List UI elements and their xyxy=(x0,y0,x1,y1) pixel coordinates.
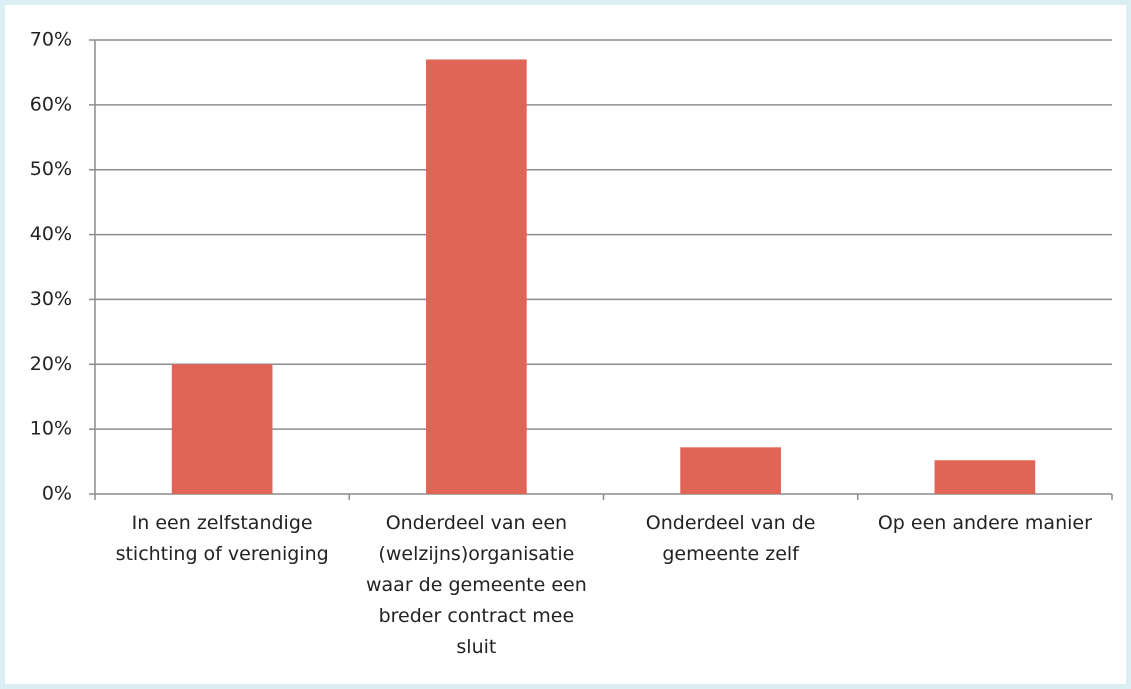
y-tick-label: 60% xyxy=(30,93,72,115)
x-tick-label: Onderdeel van de gemeente zelf xyxy=(645,512,816,565)
y-tick-label: 40% xyxy=(30,223,72,245)
bar xyxy=(171,364,273,494)
bar xyxy=(934,460,1036,494)
y-tick-label: 20% xyxy=(30,353,72,375)
y-tick-label: 50% xyxy=(30,158,72,180)
x-tick-label: In een zelfstandige stichting of verenig… xyxy=(115,512,329,565)
y-tick-label: 10% xyxy=(30,418,72,440)
y-tick-label: 70% xyxy=(30,29,72,51)
x-tick-label: Onderdeel van een (welzijns)organisatie … xyxy=(366,512,587,658)
y-tick-label: 0% xyxy=(42,483,72,505)
x-tick-label: Op een andere manier xyxy=(877,512,1092,534)
bar xyxy=(680,447,781,494)
bar xyxy=(426,59,527,494)
y-tick-label: 30% xyxy=(30,288,72,310)
